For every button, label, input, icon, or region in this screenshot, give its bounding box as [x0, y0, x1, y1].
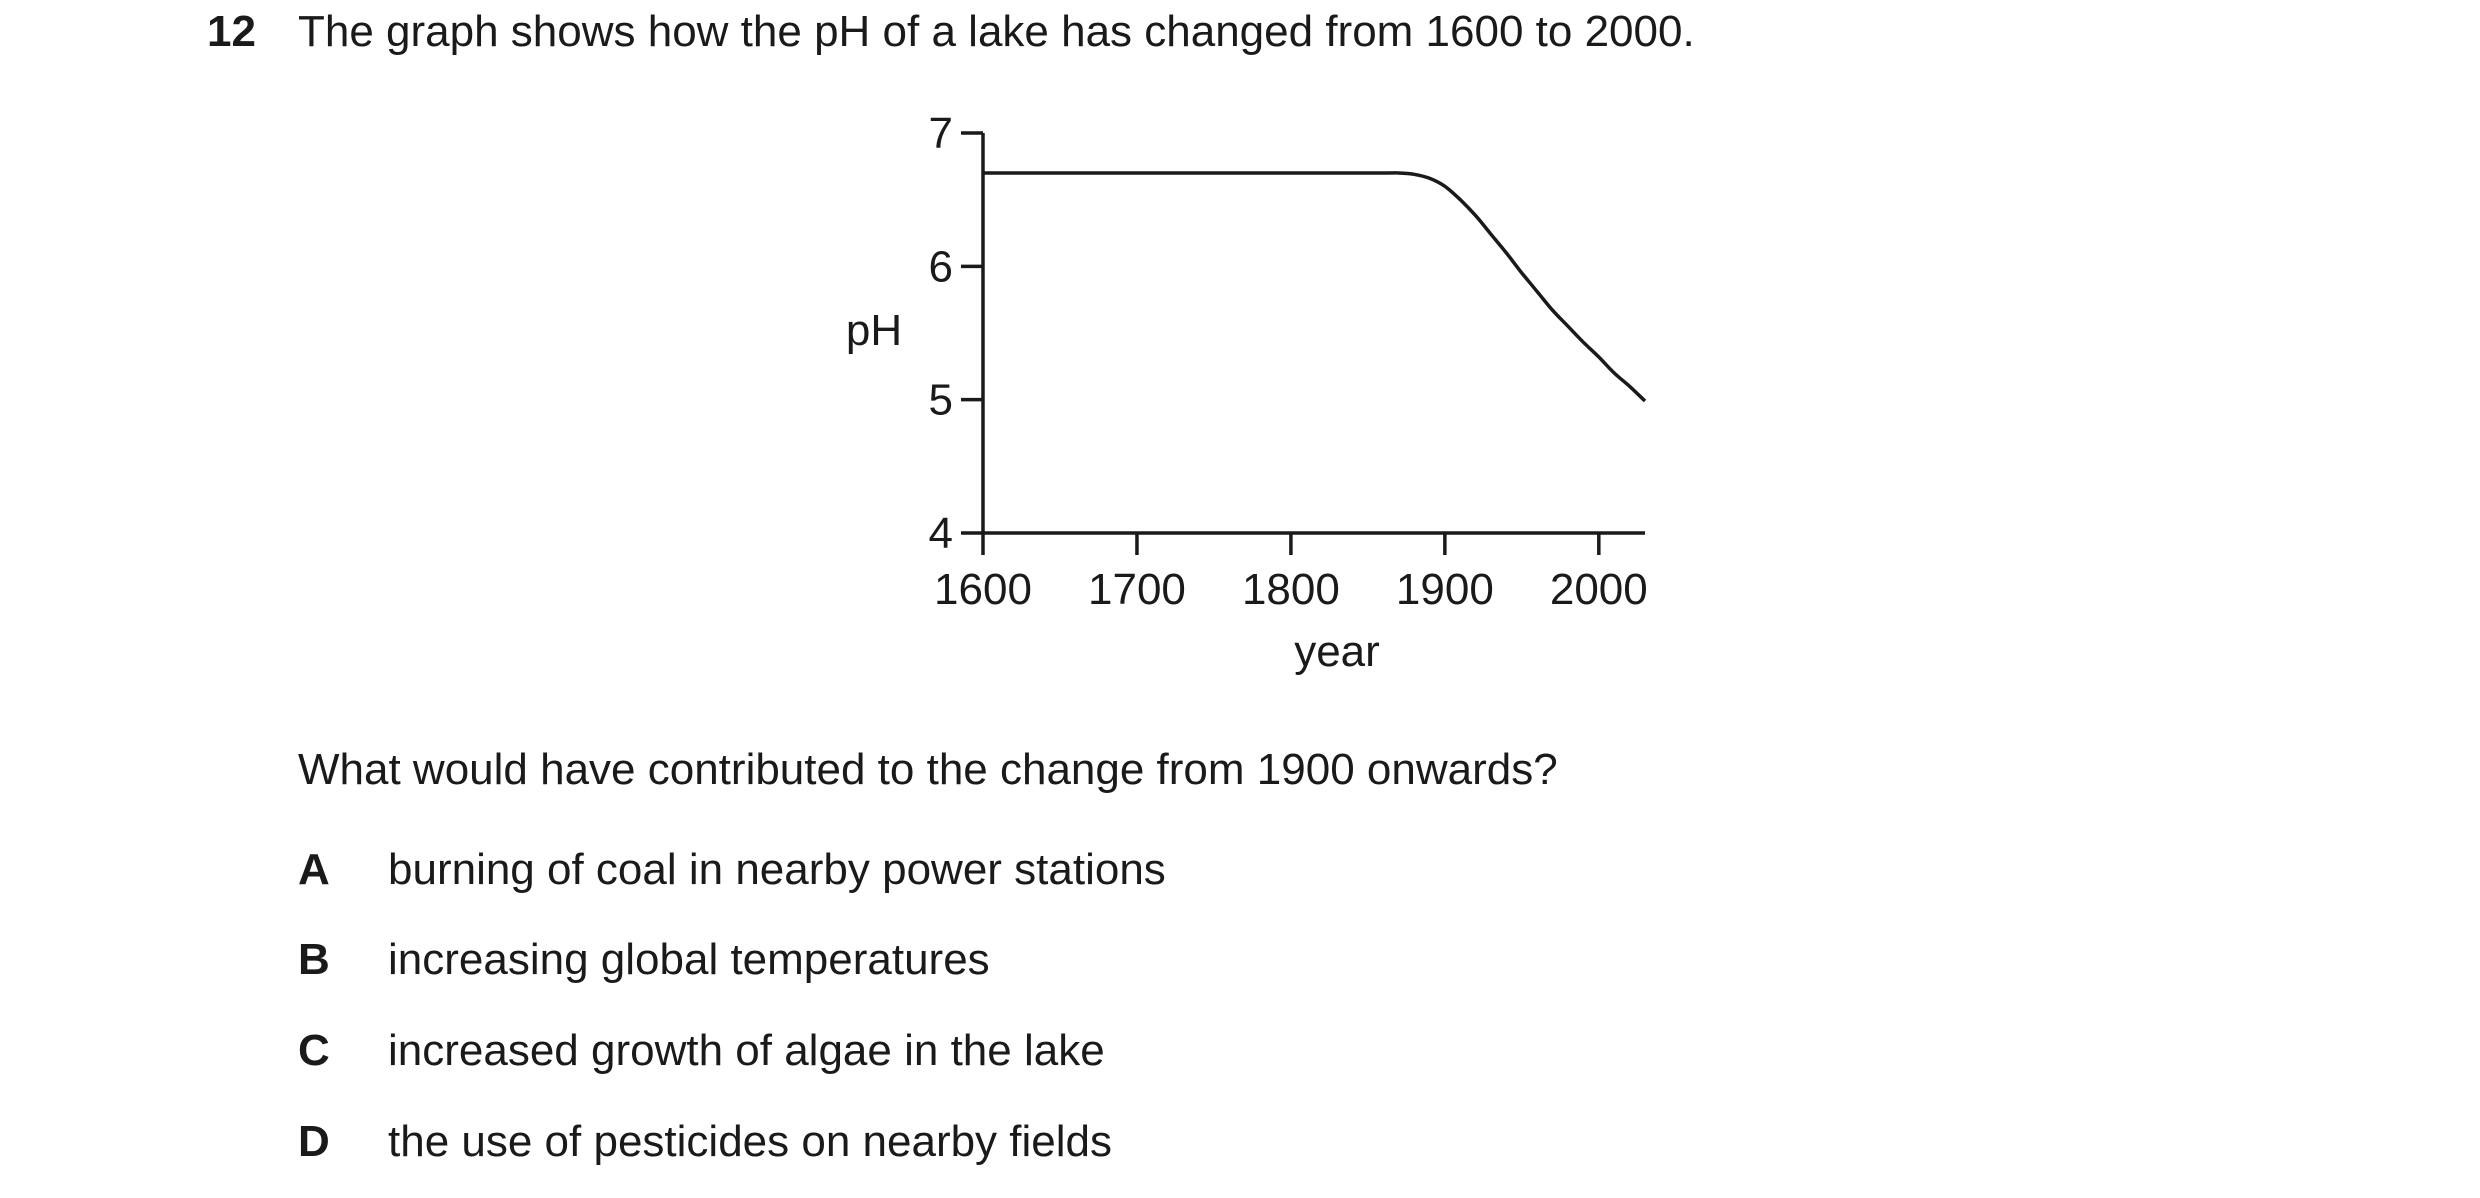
- ph-line-chart: 4 5 6 7 1600 1700 1800 1900 2000 year pH: [846, 109, 1648, 676]
- x-tick-label: 1900: [1396, 565, 1494, 614]
- x-tick-label: 1700: [1088, 565, 1186, 614]
- question-prompt: What would have contributed to the chang…: [298, 745, 1558, 794]
- chart-series: [983, 171, 1647, 403]
- option-text: increased growth of algae in the lake: [388, 1026, 1105, 1075]
- option-text: increasing global temperatures: [388, 935, 990, 984]
- y-tick-label: 6: [929, 242, 953, 291]
- x-tick-label: 1600: [934, 565, 1032, 614]
- x-tick-label: 1800: [1242, 565, 1340, 614]
- option-letter: D: [298, 1117, 330, 1166]
- x-tick-label: 2000: [1550, 565, 1648, 614]
- option-text: burning of coal in nearby power stations: [388, 845, 1166, 894]
- x-axis-label: year: [1294, 627, 1380, 676]
- chart-ticks: 4 5 6 7 1600 1700 1800 1900 2000: [929, 109, 1648, 614]
- option-letter: C: [298, 1026, 330, 1075]
- chart-axes: [981, 133, 1645, 535]
- option-letter: B: [298, 935, 330, 984]
- ph-series-line: [983, 171, 1647, 403]
- y-tick-label: 5: [929, 376, 953, 425]
- option-text: the use of pesticides on nearby fields: [388, 1117, 1113, 1166]
- y-axis-label: pH: [846, 306, 902, 355]
- option-letter: A: [298, 845, 330, 894]
- question-number: 12: [207, 7, 256, 56]
- question-text: The graph shows how the pH of a lake has…: [298, 7, 1695, 56]
- y-tick-label: 7: [929, 109, 953, 158]
- y-tick-label: 4: [929, 509, 953, 558]
